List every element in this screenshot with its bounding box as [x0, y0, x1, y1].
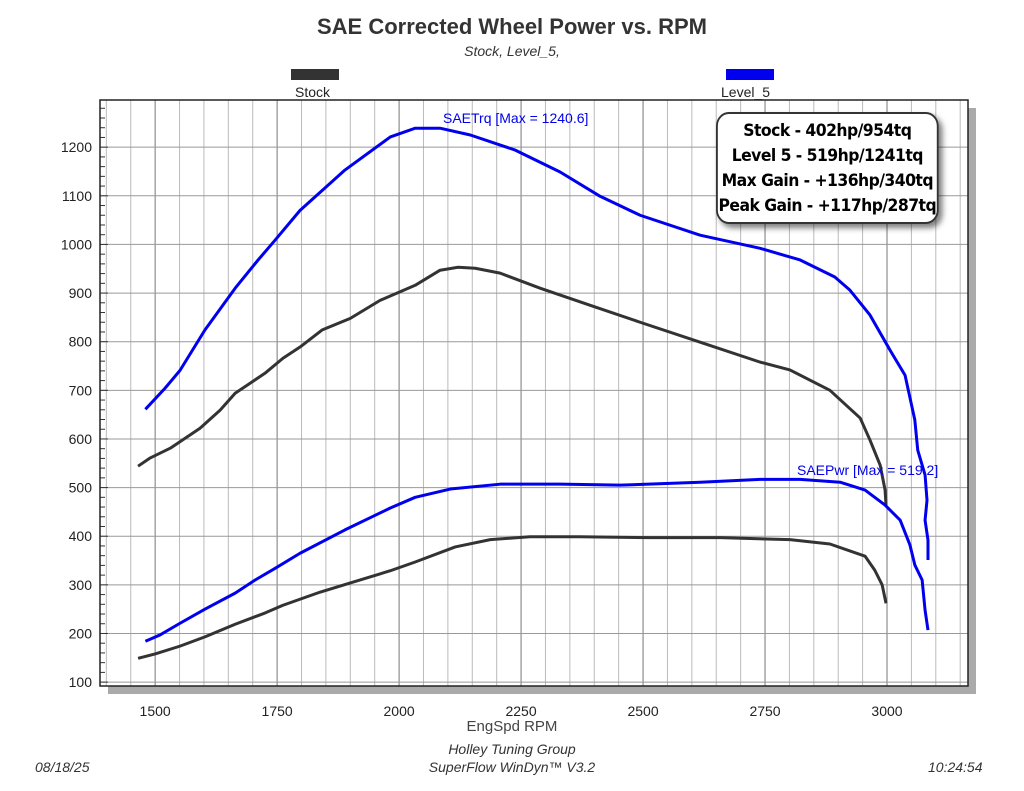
- x-tick-label: 2500: [627, 703, 658, 719]
- summary-line: Peak Gain - +117hp/287tq: [718, 196, 937, 216]
- footer-time: 10:24:54: [928, 759, 983, 775]
- summary-box: Stock - 402hp/954tq Level 5 - 519hp/1241…: [716, 112, 939, 224]
- series-line-level5-saepwr: [144, 477, 930, 643]
- chart-subtitle: Stock, Level_5,: [464, 43, 560, 59]
- y-tick-label: 400: [69, 528, 93, 544]
- y-tick-label: 100: [69, 674, 93, 690]
- x-tick-label: 2750: [749, 703, 780, 719]
- y-tick-label: 900: [69, 285, 93, 301]
- x-tick-label: 1750: [262, 703, 293, 719]
- series-line-stock-saetrq: [137, 265, 888, 506]
- x-tick-label: 1500: [140, 703, 171, 719]
- footer-date: 08/18/25: [35, 759, 90, 775]
- y-tick-label: 600: [69, 431, 93, 447]
- y-tick-label: 1200: [61, 139, 92, 155]
- footer-software: SuperFlow WinDyn™ V3.2: [428, 759, 596, 775]
- summary-line: Max Gain - +136hp/340tq: [721, 171, 934, 191]
- footer-company: Holley Tuning Group: [448, 741, 576, 757]
- y-tick-label: 800: [69, 334, 93, 350]
- series-line-stock-saepwr: [137, 535, 888, 660]
- series-line-level5-saetrq: [144, 126, 930, 561]
- legend-swatch-stock: [291, 69, 339, 80]
- legend-label-stock: Stock: [295, 84, 331, 100]
- x-tick-label: 3000: [871, 703, 902, 719]
- y-tick-label: 700: [69, 382, 93, 398]
- plot-frame: [99, 99, 969, 687]
- y-tick-label: 200: [69, 625, 93, 641]
- power-max-annotation: SAEPwr [Max = 519.2]: [797, 462, 939, 478]
- summary-line: Level 5 - 519hp/1241tq: [731, 146, 924, 166]
- legend-swatch-level5: [726, 69, 774, 80]
- y-tick-label: 1100: [62, 188, 92, 204]
- x-tick-label: 2000: [384, 703, 415, 719]
- x-tick-label: 2250: [505, 703, 536, 719]
- y-tick-label: 300: [69, 577, 93, 593]
- legend-label-level5: Level_5: [721, 84, 771, 100]
- x-axis-label: EngSpd RPM: [466, 718, 558, 735]
- chart-title: SAE Corrected Wheel Power vs. RPM: [317, 14, 707, 39]
- torque-max-annotation: SAETrq [Max = 1240.6]: [443, 110, 589, 126]
- y-tick-label: 1000: [61, 236, 92, 252]
- summary-line: Stock - 402hp/954tq: [743, 121, 912, 141]
- y-tick-label: 500: [69, 480, 93, 496]
